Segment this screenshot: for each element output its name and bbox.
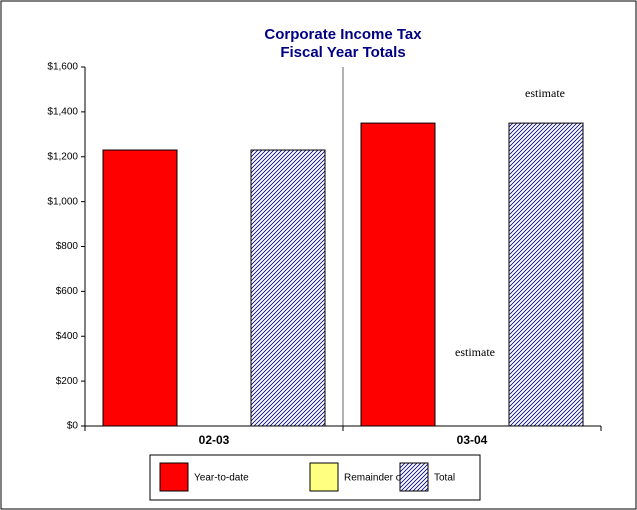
x-tick-label: 03-04 [457,433,488,447]
bar [360,122,436,427]
legend-label: Remainder of FY [344,473,420,484]
bar [250,149,326,427]
legend-swatch [399,462,429,492]
bar [508,122,584,427]
y-tick-label: $0 [67,421,79,432]
y-tick-label: $1,600 [47,62,78,73]
y-tick-label: $1,000 [47,196,78,207]
legend-swatch [309,462,339,492]
y-tick-label: $1,200 [47,151,78,162]
y-tick-label: $200 [56,376,79,387]
y-tick-label: $800 [56,241,79,252]
legend-label: Year-to-date [194,473,249,484]
y-tick-label: $1,400 [47,107,78,118]
chart-title: Corporate Income Tax [264,26,422,43]
annotation: estimate [525,86,565,100]
x-tick-label: 02-03 [199,433,230,447]
legend-swatch [159,462,189,492]
y-tick-label: $600 [56,286,79,297]
chart-subtitle: Fiscal Year Totals [280,44,405,61]
legend-label: Total [434,473,455,484]
annotation: estimate [455,345,495,359]
y-tick-label: $400 [56,331,79,342]
bar [102,149,178,427]
